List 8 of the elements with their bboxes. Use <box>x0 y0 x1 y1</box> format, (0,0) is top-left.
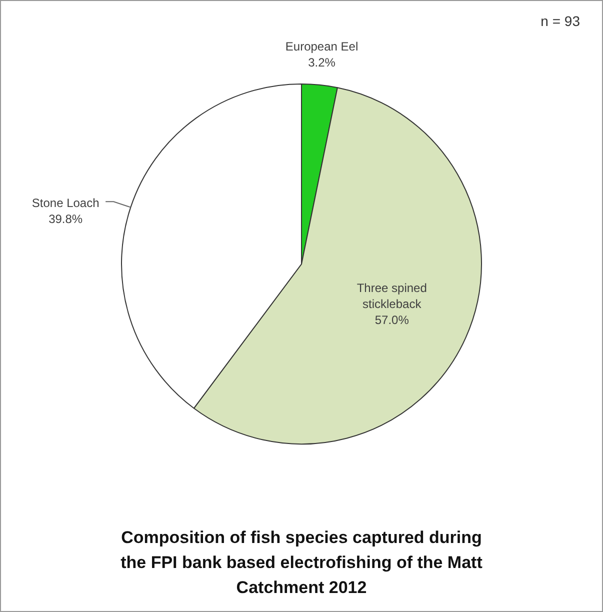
data-label: 39.8% <box>48 212 83 226</box>
text: n = 93 <box>540 13 580 29</box>
text: Composition of fish species captured during the FPI bank based electrofishing of the Matt Catchment 2012 <box>120 527 484 599</box>
data-label: 3.2% <box>308 55 336 70</box>
slice-label: European Eel <box>285 39 358 54</box>
data-label: 57.0% <box>374 312 410 327</box>
slice-label: Stone Loach <box>32 196 100 210</box>
slice-label: Three spined stickleback <box>356 280 427 311</box>
